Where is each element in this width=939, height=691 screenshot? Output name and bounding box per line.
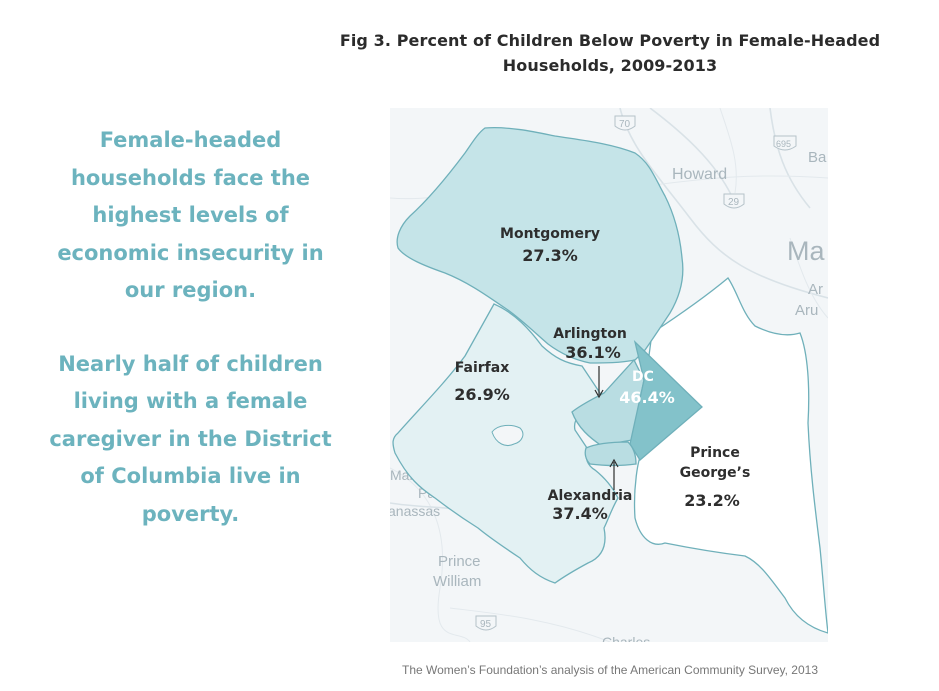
svg-text:695: 695: [776, 139, 791, 149]
label-dc-name: DC: [632, 369, 654, 385]
basemap-label-ar: Ar: [808, 281, 823, 298]
label-montgomery-value: 27.3%: [522, 246, 578, 265]
region-prince-georges: [633, 277, 828, 634]
basemap-label-anassas: anassas: [390, 503, 440, 519]
region-fairfax-lake: [491, 424, 524, 446]
label-prince-georges-name-line-1: Prince: [690, 445, 740, 461]
alexandria-arrow: [609, 458, 619, 490]
label-alexandria-value: 37.4%: [552, 504, 608, 523]
svg-text:70: 70: [619, 119, 631, 130]
callout-paragraph-1: Female-headed households face the highes…: [57, 128, 324, 302]
svg-text:29: 29: [728, 197, 740, 208]
basemap-label-prince: Prince: [438, 553, 481, 570]
basemap-label-ma: Ma: [787, 236, 825, 266]
basemap-label-howard: Howard: [672, 166, 727, 183]
highway-shield-695: 695: [773, 135, 797, 151]
label-fairfax-name: Fairfax: [455, 360, 509, 376]
highway-shield-29: 29: [723, 193, 745, 209]
basemap-label-william: William: [433, 573, 481, 590]
chart-title-line-2: Households, 2009-2013: [502, 56, 718, 75]
chart-title-line-1: Fig 3. Percent of Children Below Poverty…: [339, 31, 881, 50]
label-prince-georges-name-line-2: George’s: [680, 465, 751, 481]
label-fairfax-value: 26.9%: [454, 385, 510, 404]
basemap-label-aru: Aru: [795, 302, 818, 319]
arlington-arrow: [594, 366, 604, 399]
chart-title: Fig 3. Percent of Children Below Poverty…: [338, 28, 882, 78]
label-arlington-value: 36.1%: [565, 343, 621, 362]
label-dc-value: 46.4%: [619, 388, 675, 407]
basemap-label-charles: Charles: [602, 634, 650, 642]
label-alexandria-name: Alexandria: [548, 488, 633, 504]
highway-shield-70: 70: [614, 115, 636, 131]
poverty-map: Howard Ma Ar Aru Ba Manas Park anassas P…: [390, 108, 828, 642]
label-prince-georges-value: 23.2%: [684, 491, 740, 510]
label-montgomery-name: Montgomery: [500, 226, 600, 242]
region-montgomery: [396, 126, 684, 364]
highway-shield-95: 95: [475, 615, 497, 631]
region-alexandria: [584, 441, 637, 467]
callout-paragraph-2: Nearly half of children living with a fe…: [49, 351, 332, 526]
label-arlington-name: Arlington: [553, 326, 627, 342]
map-svg: Howard Ma Ar Aru Ba Manas Park anassas P…: [390, 108, 828, 642]
source-note: The Women’s Foundation’s analysis of the…: [402, 663, 818, 677]
basemap-label-ba: Ba: [808, 149, 827, 166]
region-dc: [629, 339, 703, 461]
svg-text:95: 95: [480, 619, 492, 630]
callout-text: Female-headed households face the highes…: [48, 122, 333, 533]
